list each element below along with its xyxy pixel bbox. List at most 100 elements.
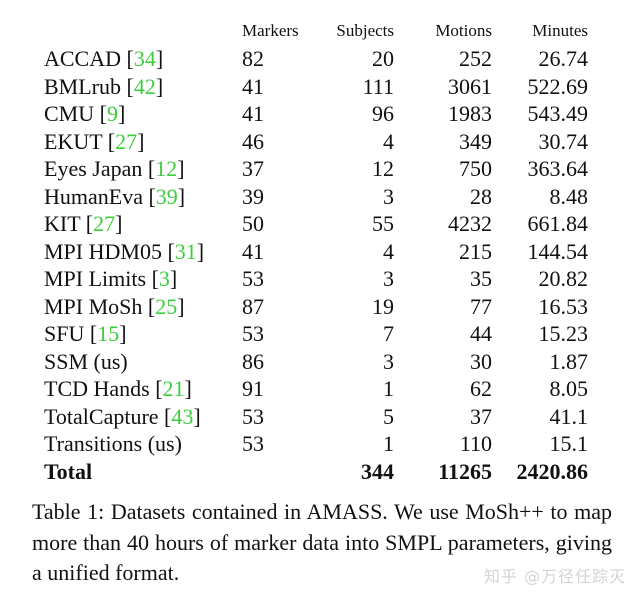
dataset-name: MPI HDM05	[44, 238, 162, 264]
citation-bracket-open: [	[84, 321, 98, 346]
subjects-cell: 3	[383, 348, 394, 374]
citation-bracket-open: [	[102, 128, 116, 154]
markers-cell: 53	[242, 431, 264, 456]
citation-bracket-close: ]	[115, 211, 123, 236]
subjects-cell: 55	[372, 211, 394, 236]
citation-link[interactable]: 9	[106, 101, 118, 126]
motions-cell: 35	[470, 266, 492, 291]
markers-cell: 53	[242, 403, 264, 429]
motions-cell: 62	[470, 376, 492, 401]
citation-link[interactable]: 27	[93, 211, 116, 236]
table-total-row: Total 344 11265 2420.86	[44, 458, 588, 486]
motions-cell: 4232	[448, 211, 492, 236]
table-row: Transitions (us) 53 1 110 15.1	[44, 430, 588, 458]
citation-bracket-open: [	[149, 376, 163, 401]
subjects-cell: 12	[372, 156, 394, 181]
subjects-cell: 4	[383, 238, 394, 264]
table-row: Eyes Japan [12] 37 12 750 363.64	[44, 155, 588, 183]
table-body: ACCAD [34] 82 20 252 26.74 BMLrub [42] 41 111 30…	[44, 45, 588, 458]
motions-cell: 3061	[448, 73, 492, 99]
citation-link[interactable]: 34	[133, 46, 156, 71]
subjects-cell: 111	[362, 73, 394, 99]
total-minutes: 2420.86	[516, 458, 589, 484]
table-row: EKUT [27] 46 4 349 30.74	[44, 128, 588, 156]
motions-cell: 1983	[448, 101, 492, 126]
markers-cell: 39	[242, 183, 264, 209]
minutes-cell: 661.84	[527, 211, 589, 236]
citation-link[interactable]: 39	[155, 183, 178, 209]
citation-link[interactable]: 27	[115, 128, 138, 154]
markers-cell: 53	[242, 266, 264, 291]
minutes-cell: 8.48	[549, 183, 589, 209]
dataset-name: SSM (us)	[44, 348, 128, 374]
minutes-cell: 522.69	[527, 73, 589, 99]
dataset-name-cell: EKUT [27]	[44, 128, 242, 156]
citation-link[interactable]: 15	[97, 321, 120, 346]
citation-link[interactable]: 42	[133, 73, 156, 99]
dataset-name-cell: MPI Limits [3]	[44, 265, 242, 293]
minutes-cell: 20.82	[538, 266, 589, 291]
subjects-cell: 3	[383, 183, 394, 209]
citation-link[interactable]: 12	[155, 156, 178, 181]
citation-bracket-open: [	[121, 73, 134, 99]
dataset-name-cell: KIT [27]	[44, 210, 242, 238]
citation-bracket-open: [	[142, 293, 156, 319]
markers-cell: 41	[242, 73, 264, 99]
motions-cell: 215	[459, 238, 492, 264]
dataset-name: Eyes Japan	[44, 156, 143, 181]
citation-link[interactable]: 43	[171, 403, 194, 429]
dataset-name: MPI MoSh	[44, 293, 143, 319]
citation-bracket-close: ]	[155, 73, 164, 99]
datasets-table: Markers Subjects Motions Minutes ACCAD […	[44, 22, 588, 485]
citation-bracket-close: ]	[193, 403, 201, 429]
total-label: Total	[44, 458, 93, 484]
dataset-name-cell: TCD Hands [21]	[44, 375, 242, 403]
table-row: CMU [9] 41 96 1983 543.49	[44, 100, 588, 128]
citation-bracket-open: [	[161, 238, 175, 264]
motions-cell: 110	[459, 431, 492, 456]
motions-cell: 77	[470, 293, 492, 319]
subjects-cell: 20	[372, 46, 394, 71]
table-row: MPI MoSh [25] 87 19 77 16.53	[44, 293, 588, 321]
minutes-cell: 363.64	[527, 156, 589, 181]
markers-cell: 46	[242, 128, 264, 154]
citation-bracket-close: ]	[177, 156, 185, 181]
citation-link[interactable]: 3	[158, 266, 170, 291]
minutes-cell: 15.23	[538, 321, 589, 346]
total-markers	[242, 458, 322, 486]
dataset-name: HumanEva	[44, 183, 143, 209]
citation-link[interactable]: 25	[155, 293, 178, 319]
minutes-cell: 1.87	[549, 348, 589, 374]
total-subjects: 344	[361, 458, 394, 484]
citation-bracket-close: ]	[117, 101, 126, 126]
citation-link[interactable]: 31	[174, 238, 197, 264]
citation-bracket-open: [	[85, 211, 94, 236]
markers-cell: 37	[242, 156, 264, 181]
subjects-cell: 3	[383, 266, 394, 291]
dataset-name: Transitions (us)	[44, 431, 182, 456]
citation-bracket-close: ]	[177, 183, 186, 209]
header-markers: Markers	[242, 21, 299, 40]
motions-cell: 252	[459, 46, 492, 71]
motions-cell: 349	[459, 128, 492, 154]
dataset-name-cell: BMLrub [42]	[44, 73, 242, 101]
table-row: SSM (us) 86 3 30 1.87	[44, 348, 588, 376]
citation-bracket-close: ]	[155, 46, 164, 71]
dataset-name-cell: HumanEva [39]	[44, 183, 242, 211]
markers-cell: 41	[242, 238, 264, 264]
motions-cell: 28	[470, 183, 492, 209]
motions-cell: 44	[470, 321, 492, 346]
minutes-cell: 26.74	[538, 46, 589, 71]
dataset-name-cell: TotalCapture [43]	[44, 403, 242, 431]
table-row: MPI Limits [3] 53 3 35 20.82	[44, 265, 588, 293]
citation-link[interactable]: 21	[162, 376, 185, 401]
markers-cell: 87	[242, 293, 264, 319]
markers-cell: 86	[242, 348, 264, 374]
markers-cell: 50	[242, 211, 264, 236]
citation-bracket-close: ]	[177, 293, 185, 319]
minutes-cell: 30.74	[538, 128, 589, 154]
table-row: BMLrub [42] 41 111 3061 522.69	[44, 73, 588, 101]
dataset-name-cell: ACCAD [34]	[44, 45, 242, 73]
subjects-cell: 19	[372, 293, 394, 319]
